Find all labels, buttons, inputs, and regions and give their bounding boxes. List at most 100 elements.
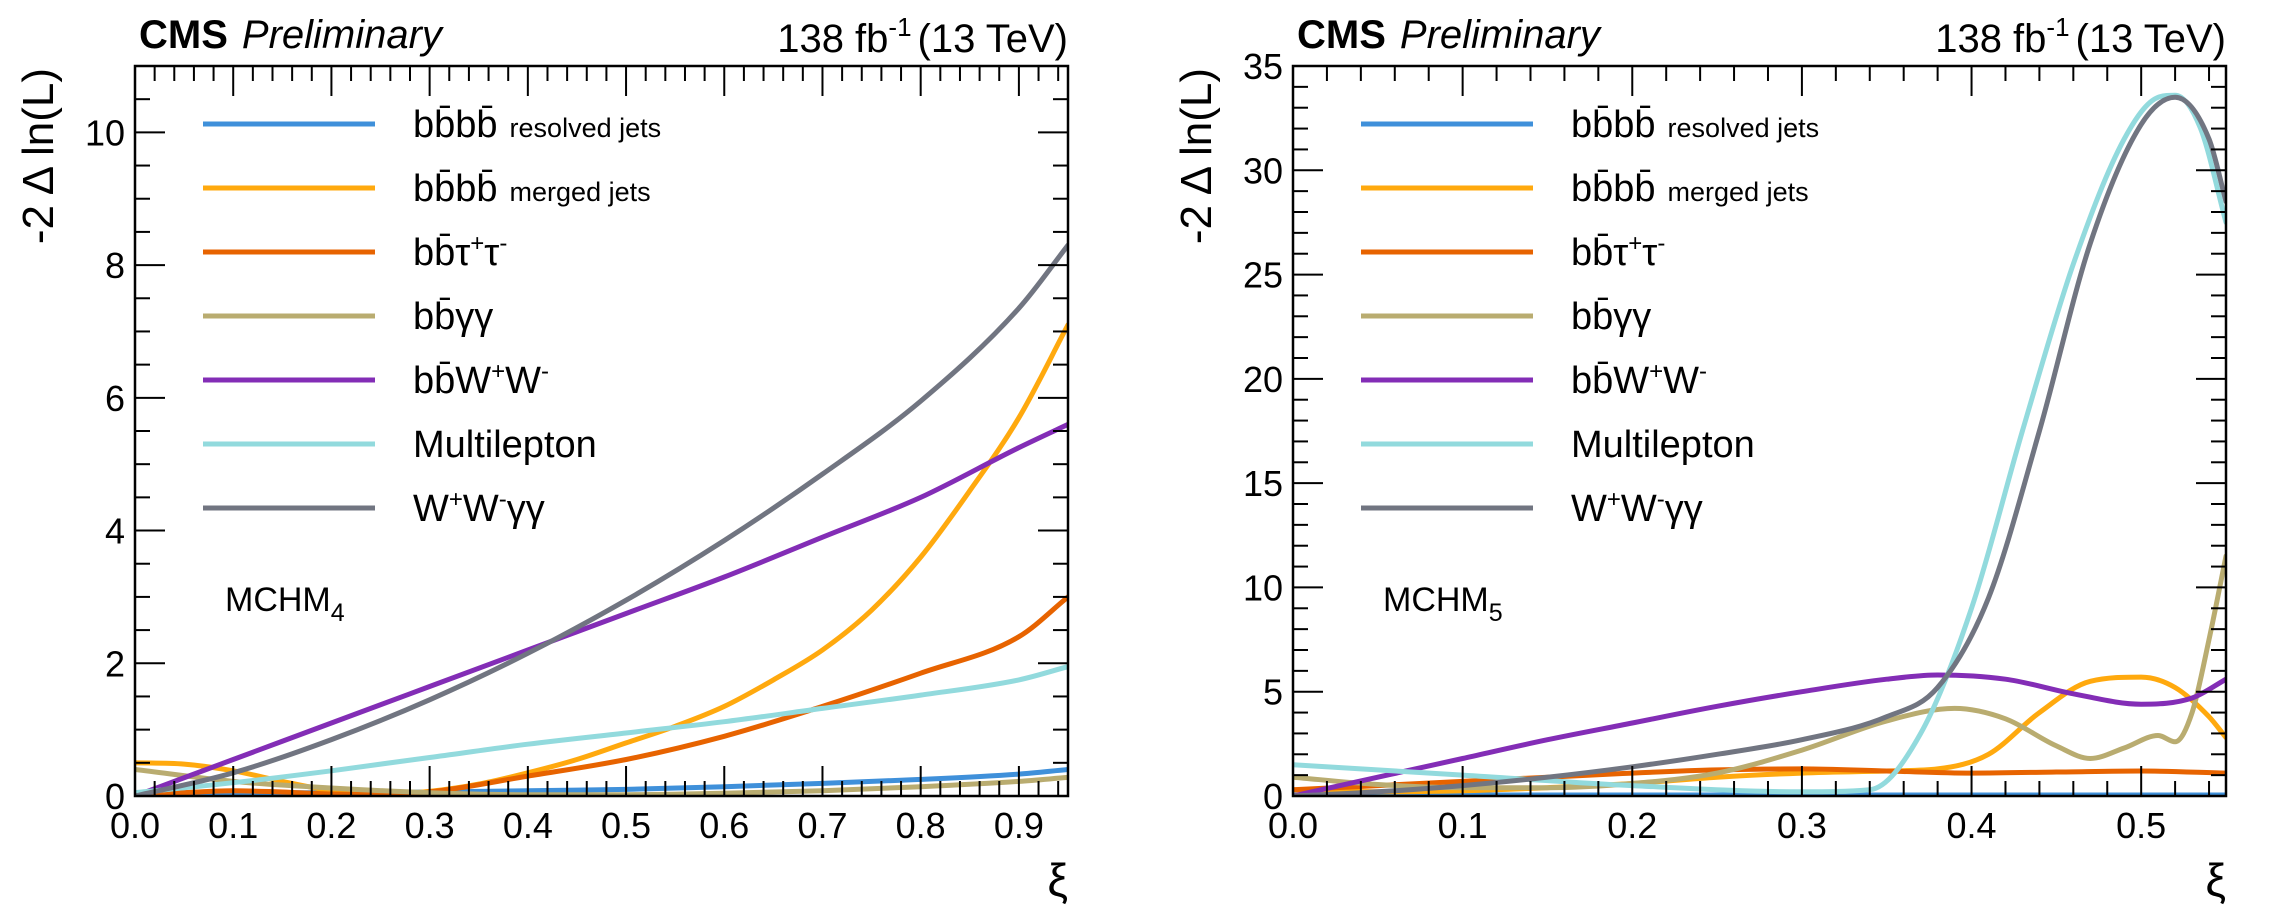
legend-main2: W: [505, 360, 541, 402]
x-tick-label: 0.7: [797, 805, 847, 846]
legend-label-multilepton: Multilepton: [1571, 424, 1755, 466]
plot-frame: [133, 64, 1070, 798]
x-tick-label: 0.8: [896, 805, 946, 846]
series-group: [1293, 92, 2226, 796]
lumi-value: 138 fb: [1935, 17, 2046, 61]
legend-label-bbbb_merged: bb̄bb̄ merged jets: [1571, 168, 1809, 210]
y-tick-label: 0: [1263, 776, 1283, 817]
cms-label: CMS Preliminary: [1297, 13, 1603, 57]
legend-main2: W: [1663, 360, 1699, 402]
legend-main: bb̄τ: [413, 232, 470, 274]
x-tick-label: 0.1: [1438, 805, 1488, 846]
status-label: Preliminary: [1400, 13, 1603, 57]
legend-sup: +: [449, 486, 463, 513]
y-axis-title: -2 Δ ln(L): [1172, 68, 1221, 244]
legend-sup2: -: [541, 358, 549, 385]
y-tick-label: 25: [1243, 255, 1283, 296]
y-tick-label: 0: [105, 776, 125, 817]
x-tick-label: 0.3: [405, 805, 455, 846]
legend-sup2: -: [1699, 358, 1707, 385]
legend-main3: γγ: [1665, 488, 1703, 530]
legend-label-multilepton: Multilepton: [413, 424, 597, 466]
energy-label: (13 TeV): [2076, 17, 2226, 61]
legend-label-bbgg: bb̄γγ: [1571, 296, 1651, 338]
model-label: MCHM4: [225, 581, 345, 627]
lumi-label: 138 fb-1 (13 TeV): [777, 12, 1068, 61]
x-tick-label: 0.9: [994, 805, 1044, 846]
legend-label-bbbb_resolved: bb̄bb̄ resolved jets: [413, 104, 661, 146]
legend-main: Multilepton: [413, 424, 597, 466]
legend-sup: +: [1607, 486, 1621, 513]
legend-main: W: [1571, 488, 1607, 530]
legend: bb̄bb̄ resolved jets bb̄bb̄ merged jets bb̄τ…: [203, 104, 661, 530]
legend-main2: τ: [1642, 232, 1657, 274]
legend-label-bbWW: bb̄W+W-: [413, 358, 549, 402]
legend-label-bbWW: bb̄W+W-: [1571, 358, 1707, 402]
legend-note: resolved jets: [510, 113, 662, 143]
series-line-bbWW: [1293, 672, 2226, 796]
legend-sup2: -: [499, 230, 507, 257]
series-line-WWgg: [1293, 94, 2226, 796]
x-tick-label: 0.2: [1607, 805, 1657, 846]
legend-note: merged jets: [1668, 177, 1809, 207]
legend-main2: W: [1621, 488, 1657, 530]
model-subscript: 4: [331, 599, 345, 627]
x-tick-label: 0.4: [503, 805, 553, 846]
legend-main2: W: [463, 488, 499, 530]
x-tick-label: 0.1: [208, 805, 258, 846]
legend-main: bb̄bb̄: [413, 104, 498, 146]
legend-sup: +: [1649, 358, 1663, 385]
panel-mchm5: 0.0 0.1 0.2 0.3 0.4 0.5 0 5 10 15 20 25 30 35 ξ -2 Δ ln…: [1172, 12, 2228, 906]
legend-sup2: -: [1657, 486, 1665, 513]
x-tick-label: 0.6: [699, 805, 749, 846]
legend-main: bb̄W: [1571, 360, 1649, 402]
legend-sup: +: [470, 230, 484, 257]
legend-note: merged jets: [510, 177, 651, 207]
legend-sup2: -: [1657, 230, 1665, 257]
legend: bb̄bb̄ resolved jets bb̄bb̄ merged jets bb̄τ…: [1361, 104, 1819, 530]
axis-ticks: [1292, 65, 2226, 797]
y-tick-label: 2: [105, 643, 125, 684]
x-tick-label: 0.0: [1268, 805, 1318, 846]
y-tick-label: 10: [85, 112, 125, 153]
lumi-value: 138 fb: [777, 17, 888, 61]
y-tick-label: 30: [1243, 150, 1283, 191]
model-name: MCHM: [1383, 581, 1489, 619]
legend-main: Multilepton: [1571, 424, 1755, 466]
legend-sup: +: [1628, 230, 1642, 257]
legend-main: bb̄τ: [1571, 232, 1628, 274]
y-tick-label: 20: [1243, 359, 1283, 400]
legend-main: W: [413, 488, 449, 530]
legend-label-bbbb_merged: bb̄bb̄ merged jets: [413, 168, 651, 210]
legend-sup2: -: [499, 486, 507, 513]
x-tick-label: 0.5: [2116, 805, 2166, 846]
x-axis-title: ξ: [1047, 854, 1068, 906]
axis-ticks: [134, 65, 1068, 797]
series-line-WWgg: [135, 242, 1068, 796]
series-line-bbtautau: [1293, 766, 2226, 793]
legend-note: resolved jets: [1668, 113, 1820, 143]
y-tick-label: 5: [1263, 672, 1283, 713]
status-label: Preliminary: [242, 13, 445, 57]
x-axis-title: ξ: [2205, 854, 2226, 906]
x-tick-label: 0.3: [1777, 805, 1827, 846]
panel-mchm4: 0.0 0.1 0.2 0.3 0.4 0.5 0.6 0.7 0.8 0.9 0 2 4 6 8 10 ξ -2…: [14, 12, 1070, 906]
legend-main: bb̄γγ: [413, 296, 493, 338]
legend-label-bbtautau: bb̄τ+τ-: [413, 230, 507, 274]
lumi-label: 138 fb-1 (13 TeV): [1935, 12, 2226, 61]
legend-label-bbtautau: bb̄τ+τ-: [1571, 230, 1665, 274]
x-tick-label: 0.5: [601, 805, 651, 846]
y-tick-label: 15: [1243, 463, 1283, 504]
x-tick-label: 0.0: [110, 805, 160, 846]
y-axis-title: -2 Δ ln(L): [14, 68, 63, 244]
legend-label-WWgg: W+W-γγ: [1571, 486, 1703, 530]
legend-main: bb̄γγ: [1571, 296, 1651, 338]
lumi-exponent: -1: [888, 12, 911, 42]
y-tick-label: 6: [105, 378, 125, 419]
legend-main: bb̄bb̄: [1571, 168, 1656, 210]
series-line-multilepton: [135, 664, 1068, 796]
legend-main3: γγ: [507, 488, 545, 530]
legend-label-WWgg: W+W-γγ: [413, 486, 545, 530]
model-subscript: 5: [1489, 599, 1503, 627]
